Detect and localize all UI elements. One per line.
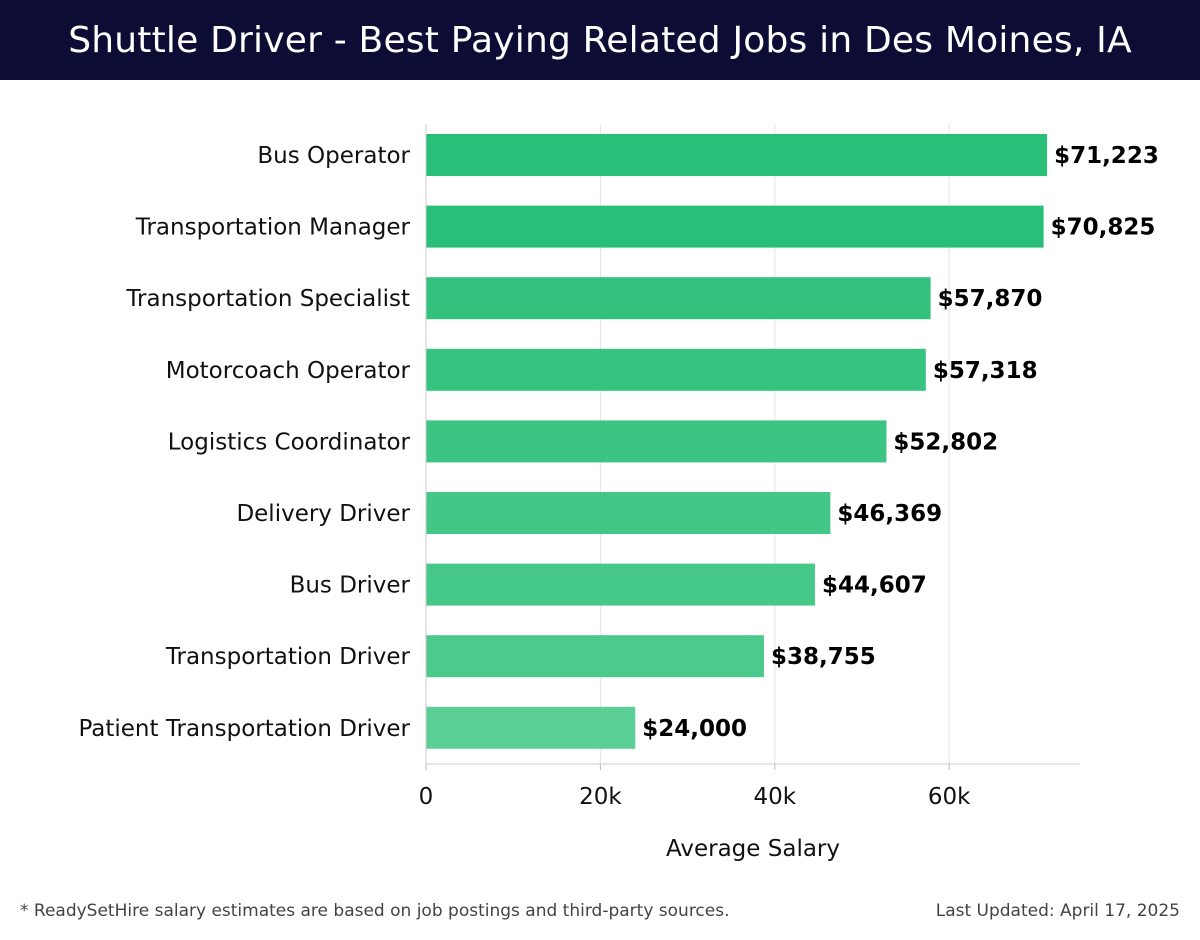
bar bbox=[426, 492, 831, 534]
category-label: Delivery Driver bbox=[236, 501, 410, 527]
footer-last-updated: Last Updated: April 17, 2025 bbox=[935, 901, 1180, 921]
category-label: Transportation Manager bbox=[135, 215, 411, 241]
x-tick-label: 40k bbox=[754, 784, 797, 810]
category-label: Bus Operator bbox=[257, 143, 410, 169]
bar bbox=[426, 635, 764, 678]
bar bbox=[426, 348, 926, 391]
salary-bar-chart: Bus Operator $71,223 Transportation Manage… bbox=[78, 124, 1159, 862]
bars: Bus Operator $71,223 Transportation Manage… bbox=[78, 134, 1159, 749]
bar bbox=[426, 563, 815, 606]
axes: 0 20k 40k 60k bbox=[419, 124, 1080, 810]
chart-title: Shuttle Driver - Best Paying Related Job… bbox=[68, 19, 1132, 61]
value-label: $44,607 bbox=[822, 573, 927, 599]
x-tick-label: 0 bbox=[419, 784, 434, 810]
value-label: $57,870 bbox=[938, 286, 1043, 312]
category-label: Patient Transportation Driver bbox=[78, 716, 410, 742]
category-label: Motorcoach Operator bbox=[166, 358, 411, 384]
value-label: $52,802 bbox=[893, 429, 998, 455]
category-label: Bus Driver bbox=[290, 573, 411, 599]
footer-disclaimer: * ReadySetHire salary estimates are base… bbox=[20, 901, 730, 921]
category-label: Transportation Driver bbox=[165, 644, 411, 670]
value-label: $70,825 bbox=[1051, 215, 1156, 241]
x-axis-label: Average Salary bbox=[666, 836, 840, 862]
value-label: $71,223 bbox=[1054, 143, 1159, 169]
chart-header: Shuttle Driver - Best Paying Related Job… bbox=[0, 0, 1200, 80]
bar bbox=[426, 277, 931, 320]
category-label: Transportation Specialist bbox=[125, 286, 410, 312]
value-label: $57,318 bbox=[933, 358, 1038, 384]
x-tick-label: 60k bbox=[928, 784, 971, 810]
value-label: $38,755 bbox=[771, 644, 876, 670]
bar bbox=[426, 205, 1044, 248]
value-label: $24,000 bbox=[642, 716, 747, 742]
value-label: $46,369 bbox=[837, 501, 942, 527]
bar bbox=[426, 420, 887, 463]
bar bbox=[426, 706, 636, 749]
x-tick-label: 20k bbox=[579, 784, 622, 810]
category-label: Logistics Coordinator bbox=[168, 429, 411, 455]
bar bbox=[426, 134, 1048, 176]
